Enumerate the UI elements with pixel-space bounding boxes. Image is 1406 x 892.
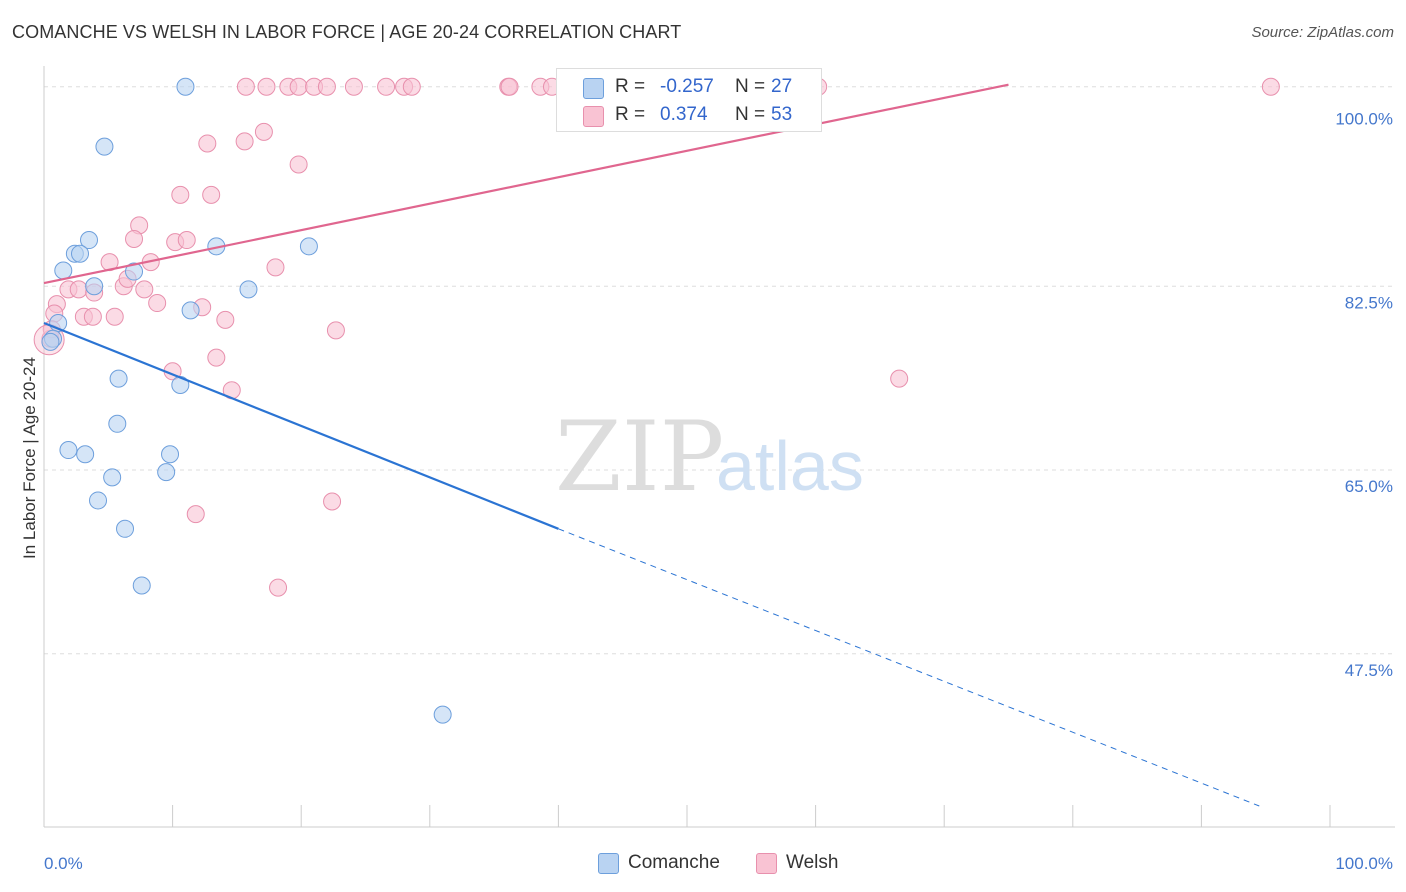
comanche-point — [161, 445, 180, 464]
source-credit: Source: ZipAtlas.com — [1251, 24, 1394, 41]
y-tick-label: 100.0% — [1335, 110, 1393, 129]
comanche-point — [76, 445, 95, 464]
welsh-point — [269, 578, 288, 597]
welsh-point — [326, 321, 345, 340]
watermark-zip: ZIP — [555, 401, 724, 513]
comanche-point — [157, 463, 176, 482]
comanche-point — [85, 277, 104, 296]
welsh-point — [377, 77, 396, 96]
welsh-point — [207, 348, 226, 367]
welsh-trend-line — [43, 83, 1009, 285]
n-label: N = — [735, 104, 766, 125]
y-tick-label: 47.5% — [1345, 661, 1393, 680]
comanche-point — [95, 137, 114, 156]
welsh-point — [235, 132, 254, 151]
grid-lines — [44, 86, 1395, 655]
comanche-point — [103, 468, 122, 487]
welsh-point — [402, 77, 421, 96]
welsh-swatch-icon — [583, 106, 604, 127]
x-tick-label: 100.0% — [1335, 854, 1393, 873]
legend-row-welsh: R = 0.374 N = 53 — [557, 101, 821, 129]
n-value: 27 — [771, 76, 793, 97]
welsh-point — [125, 230, 144, 248]
trend-lines — [43, 83, 1260, 807]
comanche-trend-extension — [558, 528, 1260, 807]
welsh-point — [69, 280, 88, 299]
welsh-point — [289, 77, 308, 96]
comanche-point — [125, 262, 144, 281]
y-tick-label: 82.5% — [1345, 293, 1393, 312]
comanche-points — [41, 77, 452, 724]
comanche-point — [433, 705, 452, 724]
comanche-point — [59, 441, 78, 460]
comanche-point — [181, 301, 200, 320]
welsh-point — [257, 77, 276, 96]
welsh-point — [289, 155, 308, 174]
welsh-point — [323, 492, 342, 511]
axes — [43, 66, 1395, 828]
comanche-point — [89, 491, 108, 510]
welsh-point — [83, 307, 102, 326]
comanche-point — [108, 414, 127, 433]
watermark: ZIP atlas — [555, 401, 864, 513]
legend-row-comanche: R = -0.257 N = 27 — [557, 73, 821, 101]
welsh-point — [266, 258, 285, 277]
welsh-point — [171, 185, 190, 204]
welsh-legend-label: Welsh — [786, 852, 839, 873]
welsh-legend-swatch-icon — [756, 853, 777, 874]
comanche-legend-swatch-icon — [598, 853, 619, 874]
r-label: R = — [615, 104, 646, 125]
comanche-legend-label: Comanche — [628, 852, 720, 873]
tick-labels: 100.0% 82.5% 65.0% 47.5% 0.0% 100.0% — [44, 110, 1393, 874]
comanche-point — [80, 231, 99, 250]
welsh-point — [254, 122, 273, 141]
n-value: 53 — [771, 104, 793, 125]
welsh-point — [236, 77, 255, 96]
welsh-point — [344, 77, 363, 96]
welsh-point — [216, 310, 235, 329]
x-tick-label: 0.0% — [44, 854, 83, 873]
welsh-point — [890, 369, 909, 388]
comanche-point — [109, 369, 128, 388]
welsh-point — [148, 294, 167, 313]
comanche-point — [299, 237, 318, 256]
comanche-swatch-icon — [583, 78, 604, 99]
welsh-point — [1261, 77, 1280, 96]
comanche-point — [239, 280, 258, 299]
comanche-point — [54, 261, 73, 280]
welsh-point — [135, 280, 154, 299]
welsh-point — [186, 505, 205, 524]
welsh-point — [198, 134, 217, 153]
y-tick-label: 65.0% — [1345, 477, 1393, 496]
comanche-point — [176, 77, 195, 96]
chart-title: COMANCHE VS WELSH IN LABOR FORCE | AGE 2… — [12, 22, 682, 42]
r-value: 0.374 — [660, 104, 708, 125]
r-label: R = — [615, 76, 646, 97]
comanche-point — [71, 244, 90, 263]
comanche-point — [116, 519, 135, 538]
welsh-point — [105, 307, 124, 326]
welsh-point — [177, 231, 196, 250]
welsh-points — [33, 77, 1280, 597]
watermark-atlas: atlas — [716, 427, 864, 505]
n-label: N = — [735, 76, 766, 97]
welsh-point — [317, 77, 336, 96]
correlation-legend: R = -0.257 N = 27 R = 0.374 N = 53 — [556, 68, 822, 132]
comanche-point — [41, 332, 60, 351]
r-value: -0.257 — [660, 76, 714, 97]
welsh-point — [500, 77, 519, 96]
comanche-point — [132, 576, 151, 595]
comanche-trend-line — [43, 321, 559, 530]
welsh-point — [202, 185, 221, 204]
